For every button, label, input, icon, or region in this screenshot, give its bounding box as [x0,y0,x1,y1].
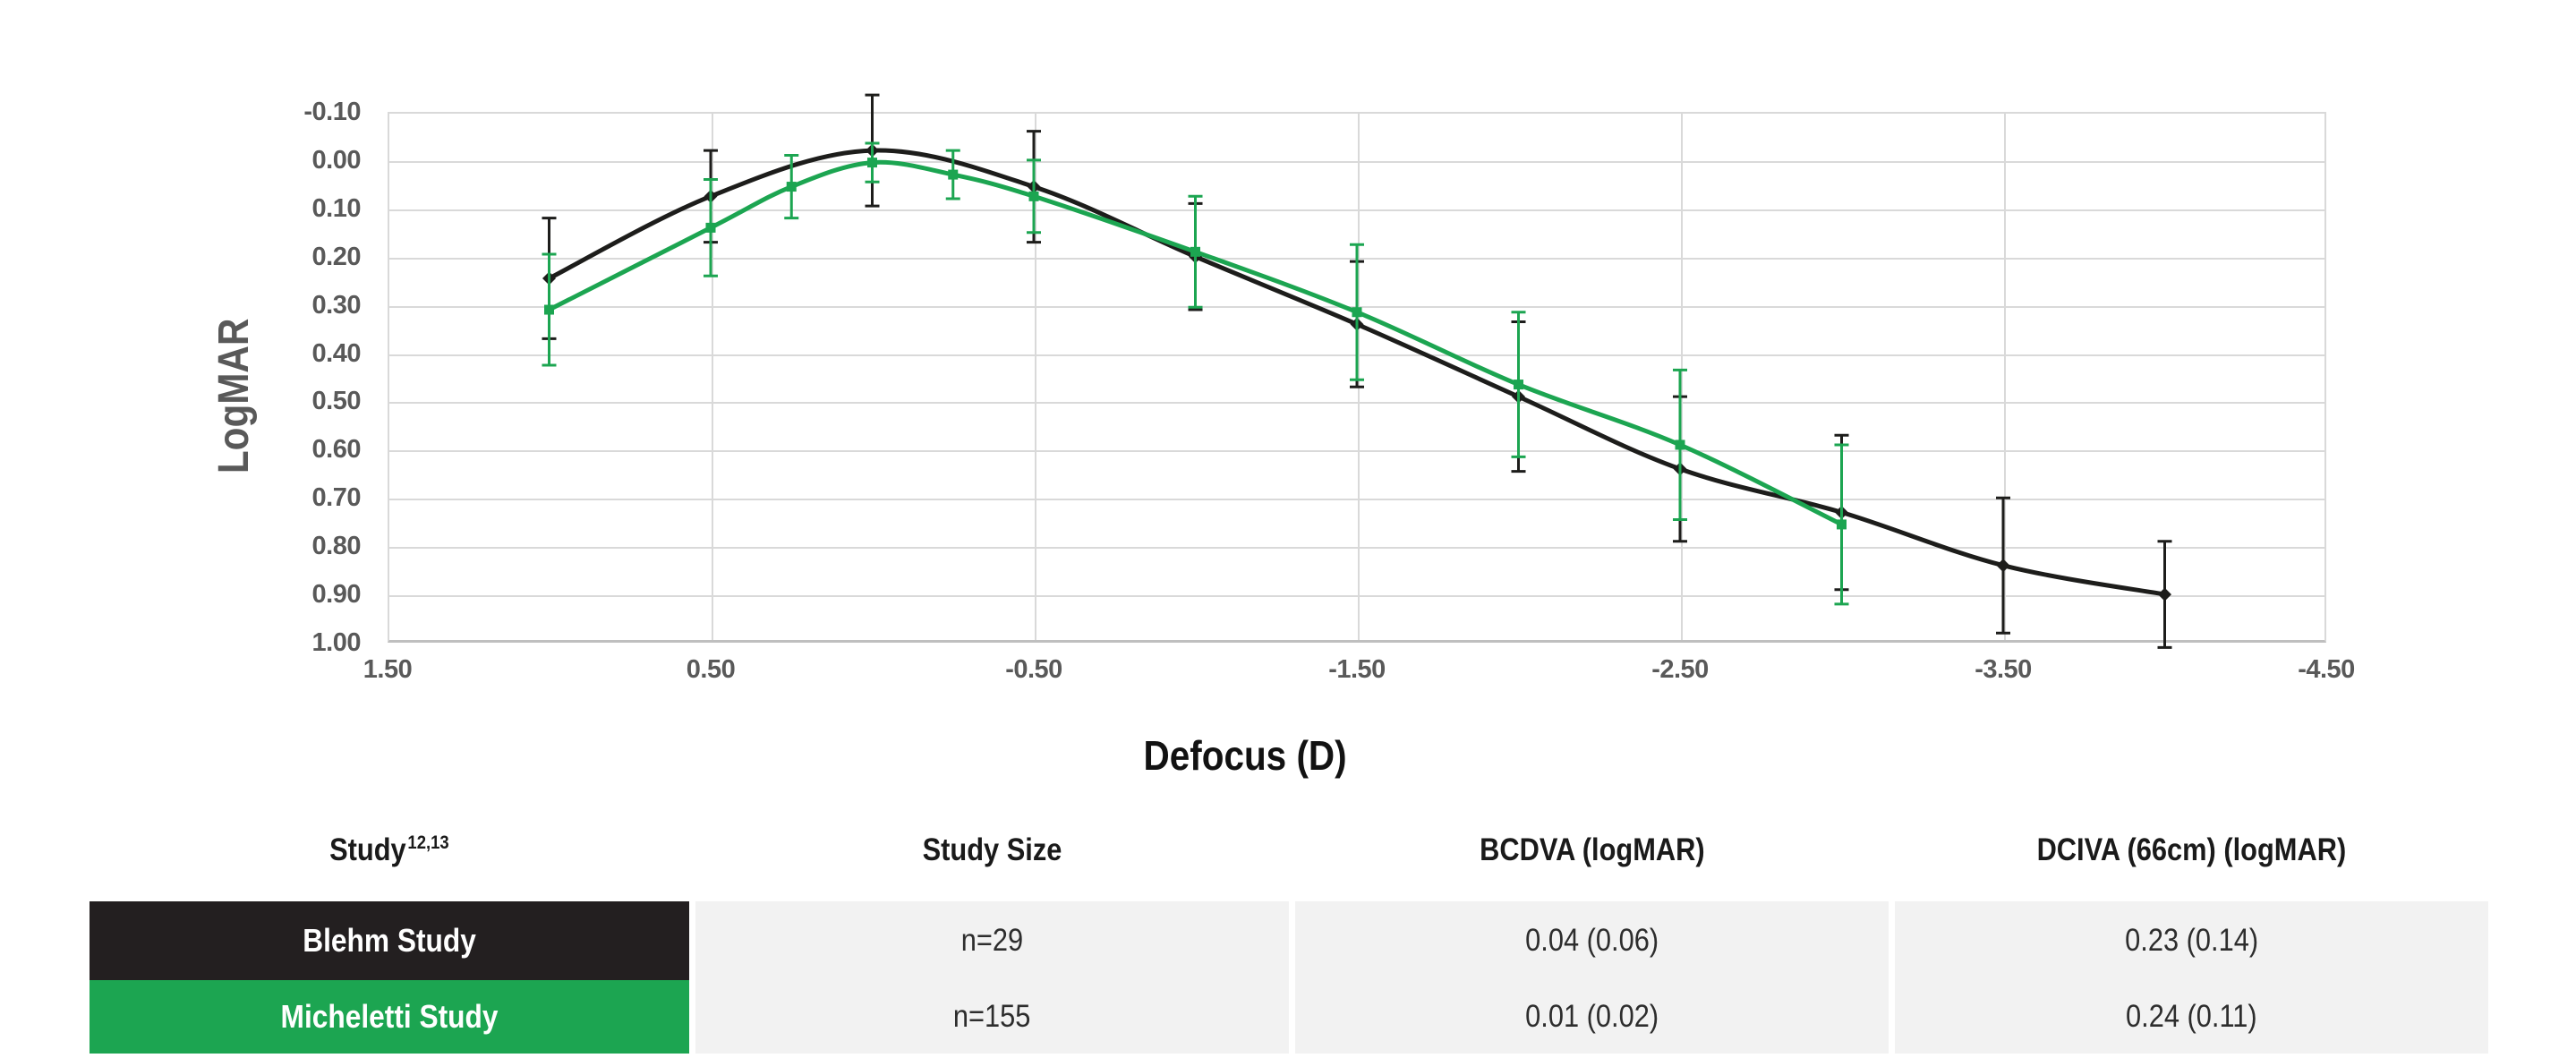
x-axis-title-text: Defocus (D) [1143,732,1347,779]
x-tick-label: 0.50 [686,655,736,684]
table-header-text: Study12,13 [329,832,449,867]
x-tick-label: -2.50 [1651,655,1709,684]
table-column-bg [1895,901,2488,1054]
y-tick-label: 0.90 [311,580,362,610]
study-name-cell-micheletti-study: Micheletti Study [90,980,689,1054]
cell-blehm-study-study_size: n=29 [695,901,1289,980]
reference-superscript: 12,13 [407,832,449,854]
cell-value-text: n=155 [953,999,1031,1034]
y-tick-label: 0.70 [311,483,362,513]
cell-micheletti-study-bcdva: 0.01 (0.02) [1295,980,1889,1054]
y-gridline [389,402,2324,405]
y-tick-label: 0.30 [311,290,362,320]
y-gridline [389,547,2324,550]
y-tick-label: 0.40 [311,338,362,368]
y-tick-label: 0.80 [311,532,362,561]
study-name-text: Micheletti Study [280,998,499,1035]
table-header-study: Study12,13 [90,827,689,874]
table-header-bcdva: BCDVA (logMAR) [1295,827,1889,874]
y-tick-label: 0.00 [311,145,362,175]
cell-value-text: 0.23 (0.14) [2125,923,2258,958]
y-tick-label: -0.10 [303,98,361,126]
table-header-dciva: DCIVA (66cm) (logMAR) [1895,827,2488,874]
y-tick-label: 0.20 [311,242,362,271]
x-tick-label: 1.50 [363,655,413,684]
y-tick-label: 1.00 [311,628,362,657]
cell-value-text: n=29 [960,923,1024,958]
x-gridline [1681,114,1683,640]
y-tick-label: 0.60 [311,435,362,465]
y-gridline [389,354,2324,356]
x-gridline [712,114,713,640]
x-tick-label: -1.50 [1328,655,1386,684]
x-tick-label: -3.50 [1975,655,2032,684]
table-header-text: DCIVA (66cm) (logMAR) [2036,832,2347,867]
cell-value-text: 0.24 (0.11) [2126,999,2257,1034]
cell-blehm-study-dciva: 0.23 (0.14) [1895,901,2488,980]
x-axis-title: Defocus (D) [887,730,1603,781]
study-name-text: Blehm Study [303,922,476,959]
x-tick-label: -0.50 [1005,655,1062,684]
plot-area [388,112,2326,643]
table-header-study_size: Study Size [695,827,1289,874]
cell-value-text: 0.01 (0.02) [1525,999,1659,1034]
cell-value-text: 0.04 (0.06) [1525,923,1659,958]
x-tick-label: -4.50 [2298,655,2355,684]
y-gridline [389,450,2324,453]
y-gridline [389,305,2324,308]
y-gridline [389,160,2324,163]
y-gridline [389,209,2324,211]
y-gridline [389,499,2324,501]
table-header-text: Study Size [922,832,1062,867]
y-tick-label: 0.50 [311,387,362,416]
study-name-cell-blehm-study: Blehm Study [90,901,689,980]
y-gridline [389,257,2324,260]
y-tick-label: 0.10 [311,193,362,223]
table-column-bg [1295,901,1889,1054]
x-gridline [1358,114,1360,640]
x-gridline [2004,114,2006,640]
x-gridline [1035,114,1036,640]
table-header-text: BCDVA (logMAR) [1479,832,1705,867]
cell-micheletti-study-dciva: 0.24 (0.11) [1895,980,2488,1054]
table-column-bg [695,901,1289,1054]
y-gridline [389,595,2324,598]
cell-blehm-study-bcdva: 0.04 (0.06) [1295,901,1889,980]
cell-micheletti-study-study_size: n=155 [695,980,1289,1054]
